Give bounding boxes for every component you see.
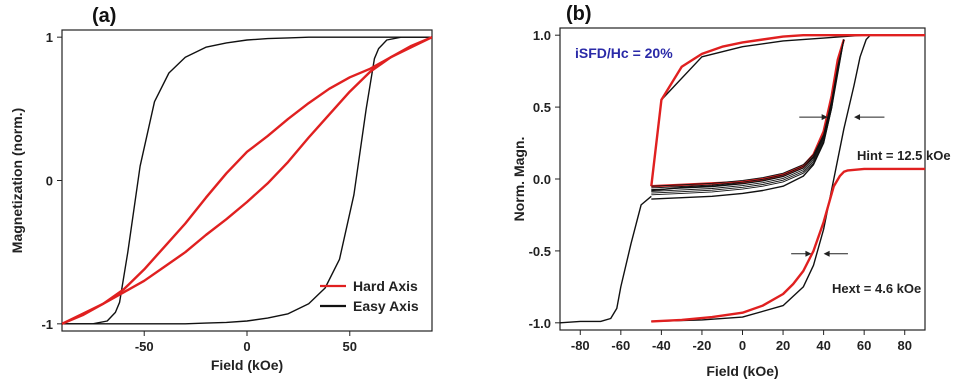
y-tick-label: -0.5 bbox=[529, 244, 551, 259]
hext-annotation: Hext = 4.6 kOe bbox=[832, 281, 921, 296]
series-line-black-branch-0 bbox=[560, 195, 652, 324]
series-line-hard-axis-branch-1 bbox=[62, 36, 432, 325]
series-line-black-branch-4 bbox=[651, 34, 871, 323]
x-tick-label: 60 bbox=[857, 338, 871, 353]
y-axis-title: Norm. Magn. bbox=[511, 137, 527, 222]
x-tick-label: 50 bbox=[343, 339, 357, 354]
x-axis-title: Field (kOe) bbox=[211, 357, 283, 373]
x-tick-label: 20 bbox=[776, 338, 790, 353]
y-tick-label: 0.5 bbox=[533, 100, 551, 115]
minor-loop-line bbox=[651, 39, 845, 191]
series-line-red-branch-2 bbox=[651, 167, 925, 323]
legend-label: Easy Axis bbox=[353, 298, 419, 314]
x-tick-label: 80 bbox=[897, 338, 911, 353]
series-line-black-branch-2 bbox=[651, 39, 845, 192]
series-line-easy-axis-branch-1 bbox=[62, 36, 432, 325]
y-tick-label: -1 bbox=[41, 317, 53, 332]
hint-arrowhead-left bbox=[821, 114, 828, 121]
y-tick-label: 1.0 bbox=[533, 28, 551, 43]
panel-label: (b) bbox=[566, 3, 592, 25]
x-tick-label: 40 bbox=[816, 338, 830, 353]
hext-arrowhead-left bbox=[805, 250, 812, 257]
x-tick-label: -60 bbox=[611, 338, 630, 353]
y-axis-title: Magnetization (norm.) bbox=[9, 108, 25, 253]
panel-label: (a) bbox=[92, 5, 116, 27]
minor-loop-line bbox=[651, 39, 845, 192]
y-tick-label: -1.0 bbox=[529, 316, 551, 331]
series-line-red-branch-0 bbox=[650, 34, 925, 187]
series-line-red-branch-1 bbox=[651, 39, 846, 188]
series-line-black-branch-3 bbox=[650, 34, 925, 187]
hint-annotation: Hint = 12.5 kOe bbox=[857, 148, 951, 163]
x-tick-label: -20 bbox=[693, 338, 712, 353]
legend-label: Hard Axis bbox=[353, 278, 418, 294]
plot-area bbox=[560, 34, 925, 324]
hext-arrowhead-right bbox=[823, 250, 830, 257]
x-axis-title: Field (kOe) bbox=[706, 363, 778, 379]
minor-loop-line bbox=[651, 39, 845, 194]
x-tick-label: -40 bbox=[652, 338, 671, 353]
isfd-annotation: iSFD/Hc = 20% bbox=[575, 45, 673, 61]
x-tick-label: -50 bbox=[135, 339, 154, 354]
x-tick-label: 0 bbox=[243, 339, 250, 354]
series-line-easy-axis-branch-0 bbox=[62, 36, 432, 325]
minor-loop-line bbox=[651, 39, 845, 187]
y-tick-label: 0 bbox=[46, 174, 53, 189]
y-tick-label: 0.0 bbox=[533, 172, 551, 187]
series-line-black-branch-1 bbox=[651, 39, 845, 200]
x-tick-label: 0 bbox=[739, 338, 746, 353]
plot-area bbox=[62, 36, 432, 325]
series-line-hard-axis-branch-0 bbox=[62, 36, 432, 325]
hint-arrowhead-right bbox=[854, 114, 861, 121]
minor-loop-line bbox=[651, 39, 845, 189]
y-tick-label: 1 bbox=[46, 30, 53, 45]
x-tick-label: -80 bbox=[571, 338, 590, 353]
